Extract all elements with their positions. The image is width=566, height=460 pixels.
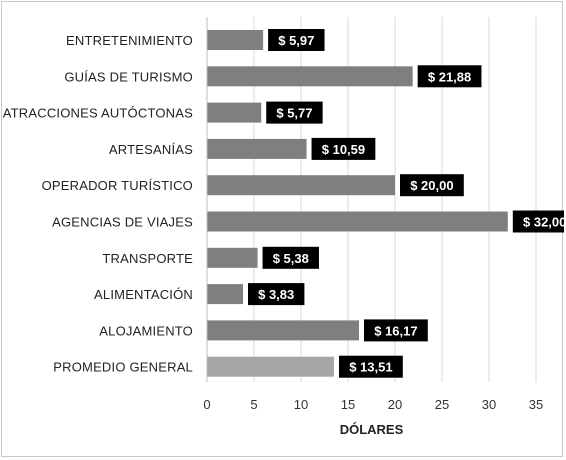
bars [207,30,508,377]
bar [207,320,359,341]
bar [207,284,244,305]
data-label-box [417,65,482,88]
bar [207,175,395,196]
x-tick-label: 5 [250,397,257,412]
category-label: PROMEDIO GENERAL [53,360,193,375]
category-labels: ENTRETENIMIENTO GUÍAS DE TURISMO ATRACCION… [3,33,193,375]
data-label: $ 16,17 [374,323,417,338]
data-label-box [248,283,305,306]
data-label: $ 5,97 [278,33,314,48]
data-label: $ 5,77 [276,106,312,121]
data-label-box [363,319,428,342]
data-label: $ 5,38 [273,251,309,266]
category-label: ALOJAMIENTO [99,323,193,338]
tick-labels: 0 5 10 15 20 25 30 35 [203,397,543,412]
x-tick-label: 0 [203,397,210,412]
x-tick-label: 15 [341,397,355,412]
bar [207,102,262,123]
data-label-box [262,246,319,269]
category-label: ARTESANÍAS [109,142,193,157]
data-label-box [338,355,403,378]
data-label-box [266,101,323,124]
category-label: ATRACCIONES AUTÓCTONAS [3,106,193,121]
x-tick-label: 35 [529,397,543,412]
category-label: ENTRETENIMIENTO [66,33,193,48]
x-tick-label: 30 [482,397,496,412]
category-label: TRANSPORTE [102,251,193,266]
data-label: $ 21,88 [428,69,471,84]
category-label: OPERADOR TURÍSTICO [42,178,193,193]
bar [207,30,264,50]
data-label: $ 32,00 [523,215,564,230]
x-tick-label: 10 [294,397,308,412]
data-label: $ 10,59 [322,142,365,157]
bar [207,138,307,159]
data-label: $ 3,83 [258,287,294,302]
data-label-box [400,174,464,197]
category-label: GUÍAS DE TURISMO [64,69,193,84]
data-labels: $ 5,97 $ 21,88 $ 5,77 $ 10,59 $ 20,00 $ 32,00… [248,29,564,378]
data-label-box [268,29,325,51]
x-tick-label: 25 [435,397,449,412]
x-tick-label: 20 [388,397,402,412]
category-label: ALIMENTACIÓN [94,287,193,302]
bar [207,247,258,268]
bar [207,356,334,377]
data-label-box [311,137,376,160]
category-label: AGENCIAS DE VIAJES [52,215,193,230]
data-label: $ 20,00 [410,178,453,193]
bar [207,211,508,232]
data-label-box [512,210,564,233]
bar [207,66,413,87]
x-axis-title: DÓLARES [340,422,404,437]
data-label: $ 13,51 [349,360,392,375]
